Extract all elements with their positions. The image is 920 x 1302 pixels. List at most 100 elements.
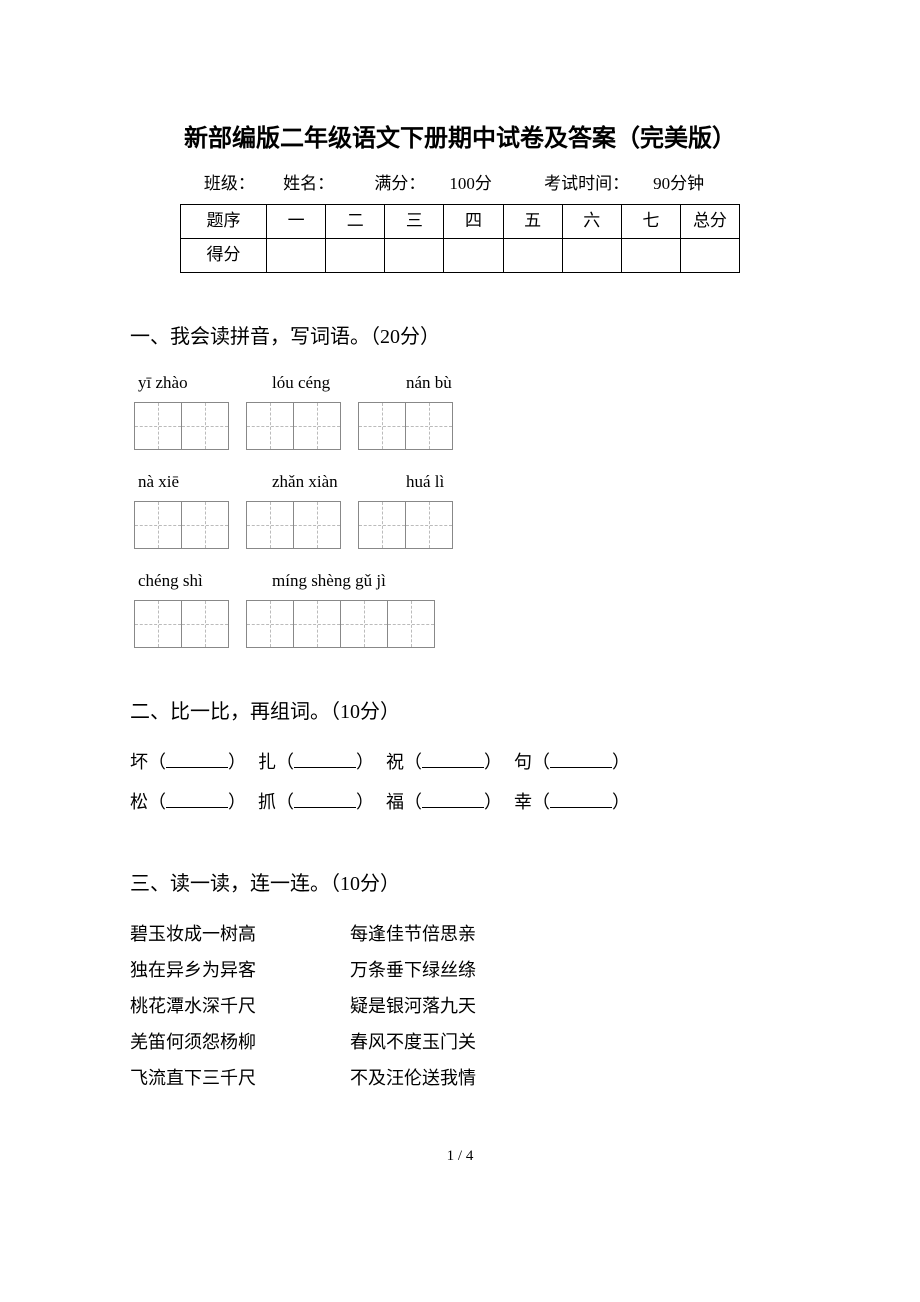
fill-item: 句（） — [514, 752, 630, 772]
col-header: 四 — [444, 204, 503, 238]
char-box — [134, 600, 182, 648]
match-row: 桃花潭水深千尺疑是银河落九天 — [130, 988, 790, 1024]
fill-item: 抓（） — [258, 792, 374, 812]
char-box — [405, 402, 453, 450]
char-box — [246, 402, 294, 450]
char-box-group — [246, 402, 340, 450]
table-row: 得分 — [181, 238, 740, 272]
char-box-group — [134, 501, 228, 549]
blank — [166, 748, 228, 768]
char-box-group — [358, 402, 452, 450]
match-left: 羌笛何须怨杨柳 — [130, 1024, 350, 1060]
fill-line: 松（） 抓（） 福（） 幸（） — [130, 784, 790, 820]
row-header: 得分 — [181, 238, 267, 272]
char-box — [246, 600, 294, 648]
char-box — [134, 402, 182, 450]
score-cell — [503, 238, 562, 272]
match-left: 飞流直下三千尺 — [130, 1060, 350, 1096]
pinyin-label: nán bù — [406, 369, 512, 396]
exam-time: 考试时间：90分钟 — [532, 174, 716, 193]
col-header: 五 — [503, 204, 562, 238]
match-left: 桃花潭水深千尺 — [130, 988, 350, 1024]
blank — [294, 788, 356, 808]
char-box — [181, 501, 229, 549]
match-right: 春风不度玉门关 — [350, 1024, 476, 1060]
col-header: 三 — [385, 204, 444, 238]
pinyin-label: zhǎn xiàn — [272, 468, 378, 495]
match-right: 疑是银河落九天 — [350, 988, 476, 1024]
col-header: 一 — [267, 204, 326, 238]
class-label: 班级： — [204, 174, 255, 193]
char-box — [293, 600, 341, 648]
char-box — [134, 501, 182, 549]
match-right: 万条垂下绿丝绦 — [350, 952, 476, 988]
fill-item: 松（） — [130, 792, 246, 812]
col-header: 七 — [621, 204, 680, 238]
blank — [550, 788, 612, 808]
pinyin-label: chéng shì — [138, 567, 244, 594]
char-box — [293, 402, 341, 450]
score-cell — [385, 238, 444, 272]
match-row: 碧玉妆成一树高每逢佳节倍思亲 — [130, 916, 790, 952]
char-box — [405, 501, 453, 549]
char-box-group — [134, 600, 228, 648]
pinyin-label: huá lì — [406, 468, 512, 495]
char-box — [246, 501, 294, 549]
fill-item: 扎（） — [258, 752, 374, 772]
score-cell — [621, 238, 680, 272]
section-heading: 二、比一比，再组词。（10分） — [130, 696, 790, 728]
char-box-group — [246, 600, 434, 648]
char-box — [358, 501, 406, 549]
pinyin-label: nà xiē — [138, 468, 244, 495]
pinyin-row: chéng shì míng shèng gǔ jì — [130, 567, 790, 594]
pinyin-label: míng shèng gǔ jì — [272, 567, 474, 594]
match-left: 独在异乡为异客 — [130, 952, 350, 988]
char-box — [387, 600, 435, 648]
pinyin-label: yī zhào — [138, 369, 244, 396]
row-header: 题序 — [181, 204, 267, 238]
col-header: 二 — [326, 204, 385, 238]
blank — [550, 748, 612, 768]
blank — [166, 788, 228, 808]
char-boxes-row — [130, 402, 790, 450]
score-cell — [444, 238, 503, 272]
fill-item: 福（） — [386, 792, 502, 812]
char-box-group — [134, 402, 228, 450]
match-left: 碧玉妆成一树高 — [130, 916, 350, 952]
match-row: 独在异乡为异客万条垂下绿丝绦 — [130, 952, 790, 988]
score-cell — [326, 238, 385, 272]
table-row: 题序 一 二 三 四 五 六 七 总分 — [181, 204, 740, 238]
name-label: 姓名： — [283, 174, 334, 193]
match-row: 飞流直下三千尺不及汪伦送我情 — [130, 1060, 790, 1096]
fill-item: 坏（） — [130, 752, 246, 772]
pinyin-label: lóu céng — [272, 369, 378, 396]
section-heading: 一、我会读拼音，写词语。（20分） — [130, 321, 790, 353]
col-header: 六 — [562, 204, 621, 238]
char-box — [181, 402, 229, 450]
fill-line: 坏（） 扎（） 祝（） 句（） — [130, 744, 790, 780]
meta-line: 班级： 姓名： 满分：100分 考试时间：90分钟 — [130, 170, 790, 197]
page-title: 新部编版二年级语文下册期中试卷及答案（完美版） — [130, 120, 790, 158]
match-right: 不及汪伦送我情 — [350, 1060, 476, 1096]
score-table: 题序 一 二 三 四 五 六 七 总分 得分 — [180, 204, 740, 273]
blank — [422, 748, 484, 768]
fill-item: 幸（） — [514, 792, 630, 812]
section-3: 三、读一读，连一连。（10分） 碧玉妆成一树高每逢佳节倍思亲独在异乡为异客万条垂… — [130, 868, 790, 1096]
match-row: 羌笛何须怨杨柳春风不度玉门关 — [130, 1024, 790, 1060]
blank — [422, 788, 484, 808]
score-cell — [562, 238, 621, 272]
blank — [294, 748, 356, 768]
char-boxes-row — [130, 600, 790, 648]
pinyin-row: yī zhào lóu céng nán bù — [130, 369, 790, 396]
score-cell — [680, 238, 739, 272]
full-score: 满分：100分 — [362, 174, 504, 193]
char-box — [181, 600, 229, 648]
char-box — [340, 600, 388, 648]
char-box-group — [358, 501, 452, 549]
char-box — [293, 501, 341, 549]
match-right: 每逢佳节倍思亲 — [350, 916, 476, 952]
char-box — [358, 402, 406, 450]
col-header: 总分 — [680, 204, 739, 238]
section-heading: 三、读一读，连一连。（10分） — [130, 868, 790, 900]
fill-item: 祝（） — [386, 752, 502, 772]
